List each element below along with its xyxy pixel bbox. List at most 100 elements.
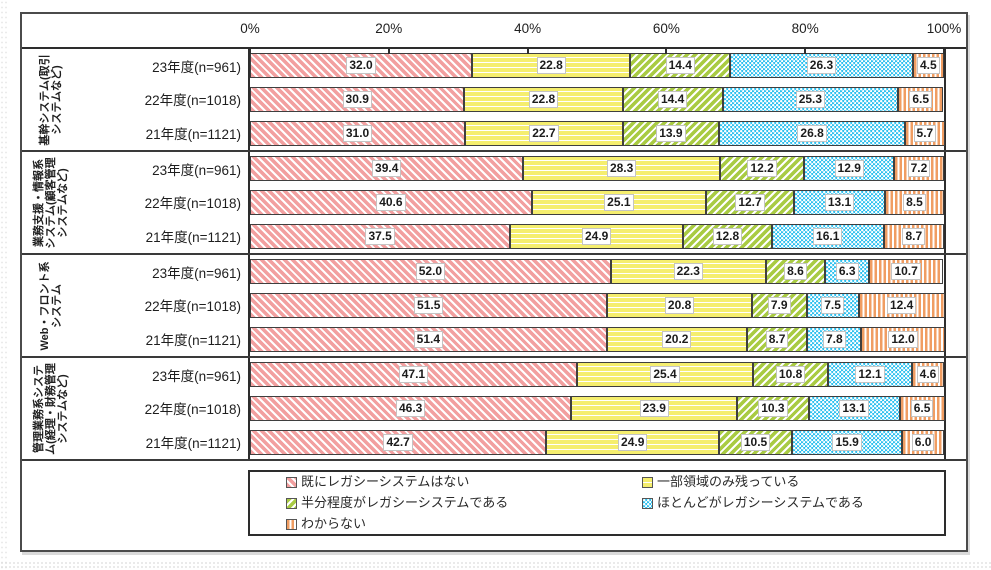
stacked-bar: 32.0 22.8 14.4 26.3 4.5 [250, 53, 944, 79]
legend-item-3: ほとんどがレガシーシステムである [642, 493, 944, 513]
bar-segment[interactable]: 16.1 [771, 223, 884, 249]
legend-item-0: 既にレガシーシステムはない [286, 472, 642, 492]
segment-value-label: 12.9 [834, 160, 864, 178]
bar-segment[interactable]: 22.8 [472, 53, 631, 79]
segment-value-label: 20.2 [662, 330, 692, 348]
axis-tick-mark [665, 47, 668, 54]
bar-segment[interactable]: 10.3 [737, 395, 809, 421]
bar-segment[interactable]: 20.2 [606, 326, 747, 352]
bar-segment[interactable]: 12.0 [861, 326, 945, 352]
bar-segment[interactable]: 15.9 [791, 429, 903, 455]
bar-segment[interactable]: 12.4 [858, 292, 945, 318]
row-labels-column: 23年度(n=961) 22年度(n=1018) 21年度(n=1121) [80, 152, 248, 253]
stacked-bar: 40.6 25.1 12.7 13.1 8.5 [250, 189, 944, 215]
bar-segment[interactable]: 42.7 [250, 429, 547, 455]
bar-segment[interactable]: 12.2 [719, 156, 805, 182]
bar-segment[interactable]: 39.4 [250, 156, 524, 182]
plot-column: 39.4 28.3 12.2 12.9 7.2 40.6 25.1 12.7 13.1 8.5 37… [248, 152, 946, 253]
segment-value-label: 22.8 [536, 57, 566, 75]
category-label-cell: 管理業務系システム(経理・財務管理システムなど) [22, 358, 80, 459]
segment-value-label: 22.7 [529, 124, 559, 142]
bar-segment[interactable]: 6.5 [899, 395, 945, 421]
bar-segment[interactable]: 26.8 [719, 120, 906, 146]
bar-segment[interactable]: 46.3 [250, 395, 572, 421]
bar-segment[interactable]: 14.4 [622, 86, 723, 112]
segment-value-label: 7.5 [821, 296, 844, 314]
bar-segment[interactable]: 8.7 [746, 326, 808, 352]
bar-segment[interactable]: 31.0 [250, 120, 466, 146]
bar-segment[interactable]: 26.3 [730, 53, 913, 79]
segment-value-label: 6.3 [835, 263, 859, 281]
bar-segment[interactable]: 40.6 [250, 189, 532, 215]
bar-segment[interactable]: 37.5 [250, 223, 511, 249]
bar-segment[interactable]: 8.6 [765, 259, 826, 285]
scan-artifact-bottom [0, 561, 991, 570]
bar-segment[interactable]: 47.1 [250, 362, 577, 388]
legend-label: 既にレガシーシステムはない [301, 474, 470, 489]
bar-segment[interactable]: 22.8 [464, 86, 623, 112]
bar-segment[interactable]: 8.5 [884, 189, 944, 215]
segment-value-label: 24.9 [618, 433, 648, 451]
segment-value-label: 37.5 [365, 227, 395, 245]
segment-value-label: 47.1 [398, 366, 429, 384]
bar-segment[interactable]: 13.1 [808, 395, 900, 421]
bar-segment[interactable]: 22.3 [610, 259, 766, 285]
row-label: 23年度(n=961) [152, 162, 241, 178]
bar-segment[interactable]: 13.9 [622, 120, 720, 146]
bar-segment[interactable]: 6.5 [898, 86, 944, 112]
category-label-cell: 基幹システム(取引システムなど) [22, 49, 80, 150]
bar-segment[interactable]: 22.7 [465, 120, 623, 146]
scan-artifact-left [0, 0, 8, 570]
segment-value-label: 10.7 [891, 263, 921, 281]
bar-segment[interactable]: 24.9 [510, 223, 684, 249]
bar-segment[interactable]: 32.0 [250, 53, 473, 79]
row-label: 23年度(n=961) [152, 59, 241, 75]
row-label: 21年度(n=1121) [145, 333, 241, 349]
bar-segment[interactable]: 23.9 [571, 395, 738, 421]
bar-segment[interactable]: 6.0 [902, 429, 944, 455]
bar-segment[interactable]: 7.8 [807, 326, 862, 352]
segment-value-label: 14.4 [657, 90, 688, 108]
segment-value-label: 8.6 [784, 263, 807, 281]
segment-value-label: 30.9 [342, 90, 372, 108]
bar-segment[interactable]: 7.9 [751, 292, 807, 318]
axis-tick-mark [943, 47, 945, 54]
bar-segment[interactable]: 5.7 [905, 120, 945, 146]
bar-segment[interactable]: 24.9 [546, 429, 720, 455]
segment-value-label: 4.5 [917, 57, 940, 75]
category-group-1: 業務支援・情報系システム(顧客管理システムなど) 23年度(n=961) 22年度(… [22, 152, 966, 255]
bar-segment[interactable]: 20.8 [607, 292, 752, 318]
bar-segment[interactable]: 51.4 [250, 326, 607, 352]
bar-segment[interactable]: 12.9 [804, 156, 894, 182]
segment-value-label: 12.8 [712, 227, 743, 245]
row-label: 23年度(n=961) [152, 368, 241, 384]
category-label: 基幹システム(取引システムなど) [39, 53, 63, 146]
segment-value-label: 12.7 [735, 193, 765, 211]
stacked-bar: 46.3 23.9 10.3 13.1 6.5 [250, 395, 945, 421]
bar-segment[interactable]: 7.5 [806, 292, 859, 318]
axis-tick-label: 60% [652, 21, 680, 36]
bar-segment[interactable]: 52.0 [250, 259, 611, 285]
bar-segment[interactable]: 25.1 [531, 189, 706, 215]
bar-segment[interactable]: 30.9 [250, 86, 465, 112]
stacked-bar: 52.0 22.3 8.6 6.3 10.7 [250, 259, 944, 285]
bar-segment[interactable]: 14.4 [630, 53, 731, 79]
segment-value-label: 10.8 [775, 366, 806, 384]
bar-segment[interactable]: 4.6 [912, 362, 944, 388]
bar-segment[interactable]: 12.1 [828, 362, 913, 388]
bar-segment[interactable]: 10.5 [719, 429, 792, 455]
bar-segment[interactable]: 25.3 [722, 86, 899, 112]
bar-segment[interactable]: 8.7 [883, 223, 944, 249]
bar-segment[interactable]: 12.8 [683, 223, 772, 249]
bar-segment[interactable]: 6.3 [825, 259, 870, 285]
bar-segment[interactable]: 10.7 [869, 259, 944, 285]
bar-segment[interactable]: 51.5 [250, 292, 608, 318]
bar-segment[interactable]: 25.4 [576, 362, 754, 388]
bar-segment[interactable]: 13.1 [794, 189, 885, 215]
bar-segment[interactable]: 12.7 [705, 189, 795, 215]
segment-value-label: 25.4 [650, 366, 680, 384]
bar-segment[interactable]: 4.5 [912, 53, 944, 79]
bar-segment[interactable]: 7.2 [893, 156, 944, 182]
bar-segment[interactable]: 28.3 [523, 156, 720, 182]
bar-segment[interactable]: 10.8 [753, 362, 829, 388]
